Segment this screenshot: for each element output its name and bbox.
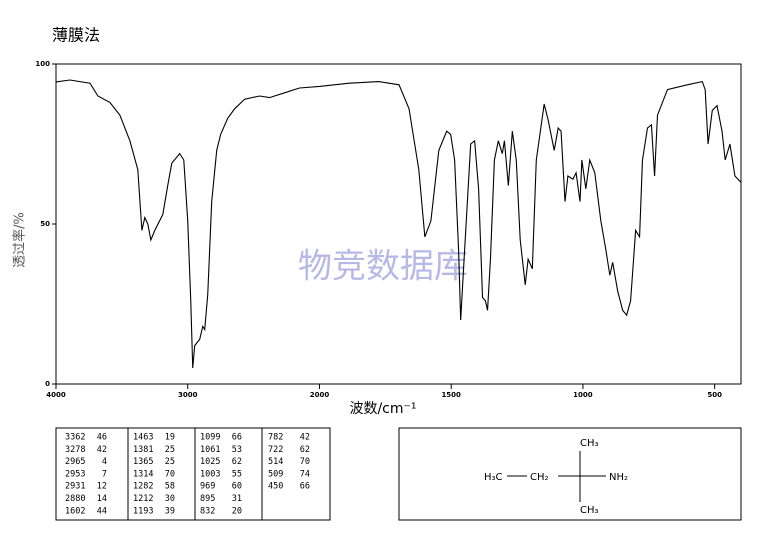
- x-tick-label: 1000: [573, 391, 593, 399]
- peak-intensity: 60: [232, 482, 242, 492]
- peak-wavenumber: 1602: [65, 506, 85, 516]
- peak-wavenumber: 1314: [133, 469, 153, 479]
- structure-frame: [398, 427, 742, 521]
- peak-wavenumber: 514: [268, 457, 283, 467]
- structure-bonds: [507, 451, 606, 502]
- peak-wavenumber: 969: [200, 482, 215, 492]
- y-tick-label: 50: [40, 220, 50, 228]
- structure-group: H₃C: [484, 472, 503, 483]
- peak-intensity: 53: [232, 445, 242, 455]
- peak-intensity: 66: [300, 482, 310, 492]
- peak-intensity: 14: [97, 494, 107, 504]
- peak-wavenumber: 3278: [65, 445, 85, 455]
- x-tick-label: 1500: [441, 391, 461, 399]
- peak-intensity: 39: [165, 506, 175, 516]
- spectrum-line: [55, 79, 742, 369]
- page-title: 薄膜法: [52, 26, 100, 45]
- peak-intensity: 42: [97, 445, 107, 455]
- peak-intensity: 44: [97, 506, 107, 516]
- peak-wavenumber: 895: [200, 494, 215, 504]
- peak-wavenumber: 1003: [200, 469, 220, 479]
- peak-intensity: 4: [102, 457, 107, 467]
- structure-group: CH₂: [530, 472, 549, 483]
- y-tick-label: 0: [45, 380, 50, 388]
- peak-intensity: 70: [300, 457, 310, 467]
- peak-intensity: 62: [232, 457, 242, 467]
- structure-group: CH₃: [580, 438, 599, 449]
- peak-table-frame: [55, 427, 331, 521]
- peak-intensity: 74: [300, 469, 310, 479]
- plot-frame: [55, 63, 742, 385]
- structure-group: NH₂: [609, 472, 628, 483]
- peak-wavenumber: 832: [200, 506, 215, 516]
- peak-intensity: 31: [232, 494, 242, 504]
- peak-intensity: 70: [165, 469, 175, 479]
- peak-intensity: 25: [165, 445, 175, 455]
- peak-wavenumber: 2880: [65, 494, 85, 504]
- structure-group: CH₃: [580, 505, 599, 516]
- peak-intensity: 58: [165, 482, 175, 492]
- peak-wavenumber: 1061: [200, 445, 220, 455]
- peak-intensity: 42: [300, 433, 310, 443]
- peak-intensity: 19: [165, 433, 175, 443]
- peak-wavenumber: 1193: [133, 506, 153, 516]
- x-tick-label: 2000: [310, 391, 330, 399]
- peak-wavenumber: 1381: [133, 445, 153, 455]
- peak-wavenumber: 2931: [65, 482, 85, 492]
- peak-intensity: 46: [97, 433, 107, 443]
- peak-intensity: 62: [300, 445, 310, 455]
- peak-intensity: 66: [232, 433, 242, 443]
- peak-intensity: 12: [97, 482, 107, 492]
- peak-wavenumber: 782: [268, 433, 283, 443]
- y-tick-label: 100: [35, 60, 50, 68]
- peak-wavenumber: 509: [268, 469, 283, 479]
- peak-wavenumber: 1365: [133, 457, 153, 467]
- x-tick-label: 4000: [46, 391, 66, 399]
- x-axis-label: 波数/cm⁻¹: [349, 401, 416, 417]
- peak-wavenumber: 450: [268, 482, 283, 492]
- peak-intensity: 20: [232, 506, 242, 516]
- x-tick-label: 500: [707, 391, 722, 399]
- peak-wavenumber: 722: [268, 445, 283, 455]
- watermark: 物竞数据库: [298, 247, 468, 287]
- peak-wavenumber: 2965: [65, 457, 85, 467]
- peak-intensity: 55: [232, 469, 242, 479]
- x-tick-label: 3000: [178, 391, 198, 399]
- peak-intensity: 25: [165, 457, 175, 467]
- peak-wavenumber: 2953: [65, 469, 85, 479]
- peak-wavenumber: 1099: [200, 433, 220, 443]
- peak-wavenumber: 1463: [133, 433, 153, 443]
- peak-wavenumber: 3362: [65, 433, 85, 443]
- peak-wavenumber: 1212: [133, 494, 153, 504]
- y-axis-label: 透过率/%: [12, 212, 28, 268]
- peak-wavenumber: 1025: [200, 457, 220, 467]
- peak-wavenumber: 1282: [133, 482, 153, 492]
- peak-intensity: 7: [102, 469, 107, 479]
- peak-intensity: 30: [165, 494, 175, 504]
